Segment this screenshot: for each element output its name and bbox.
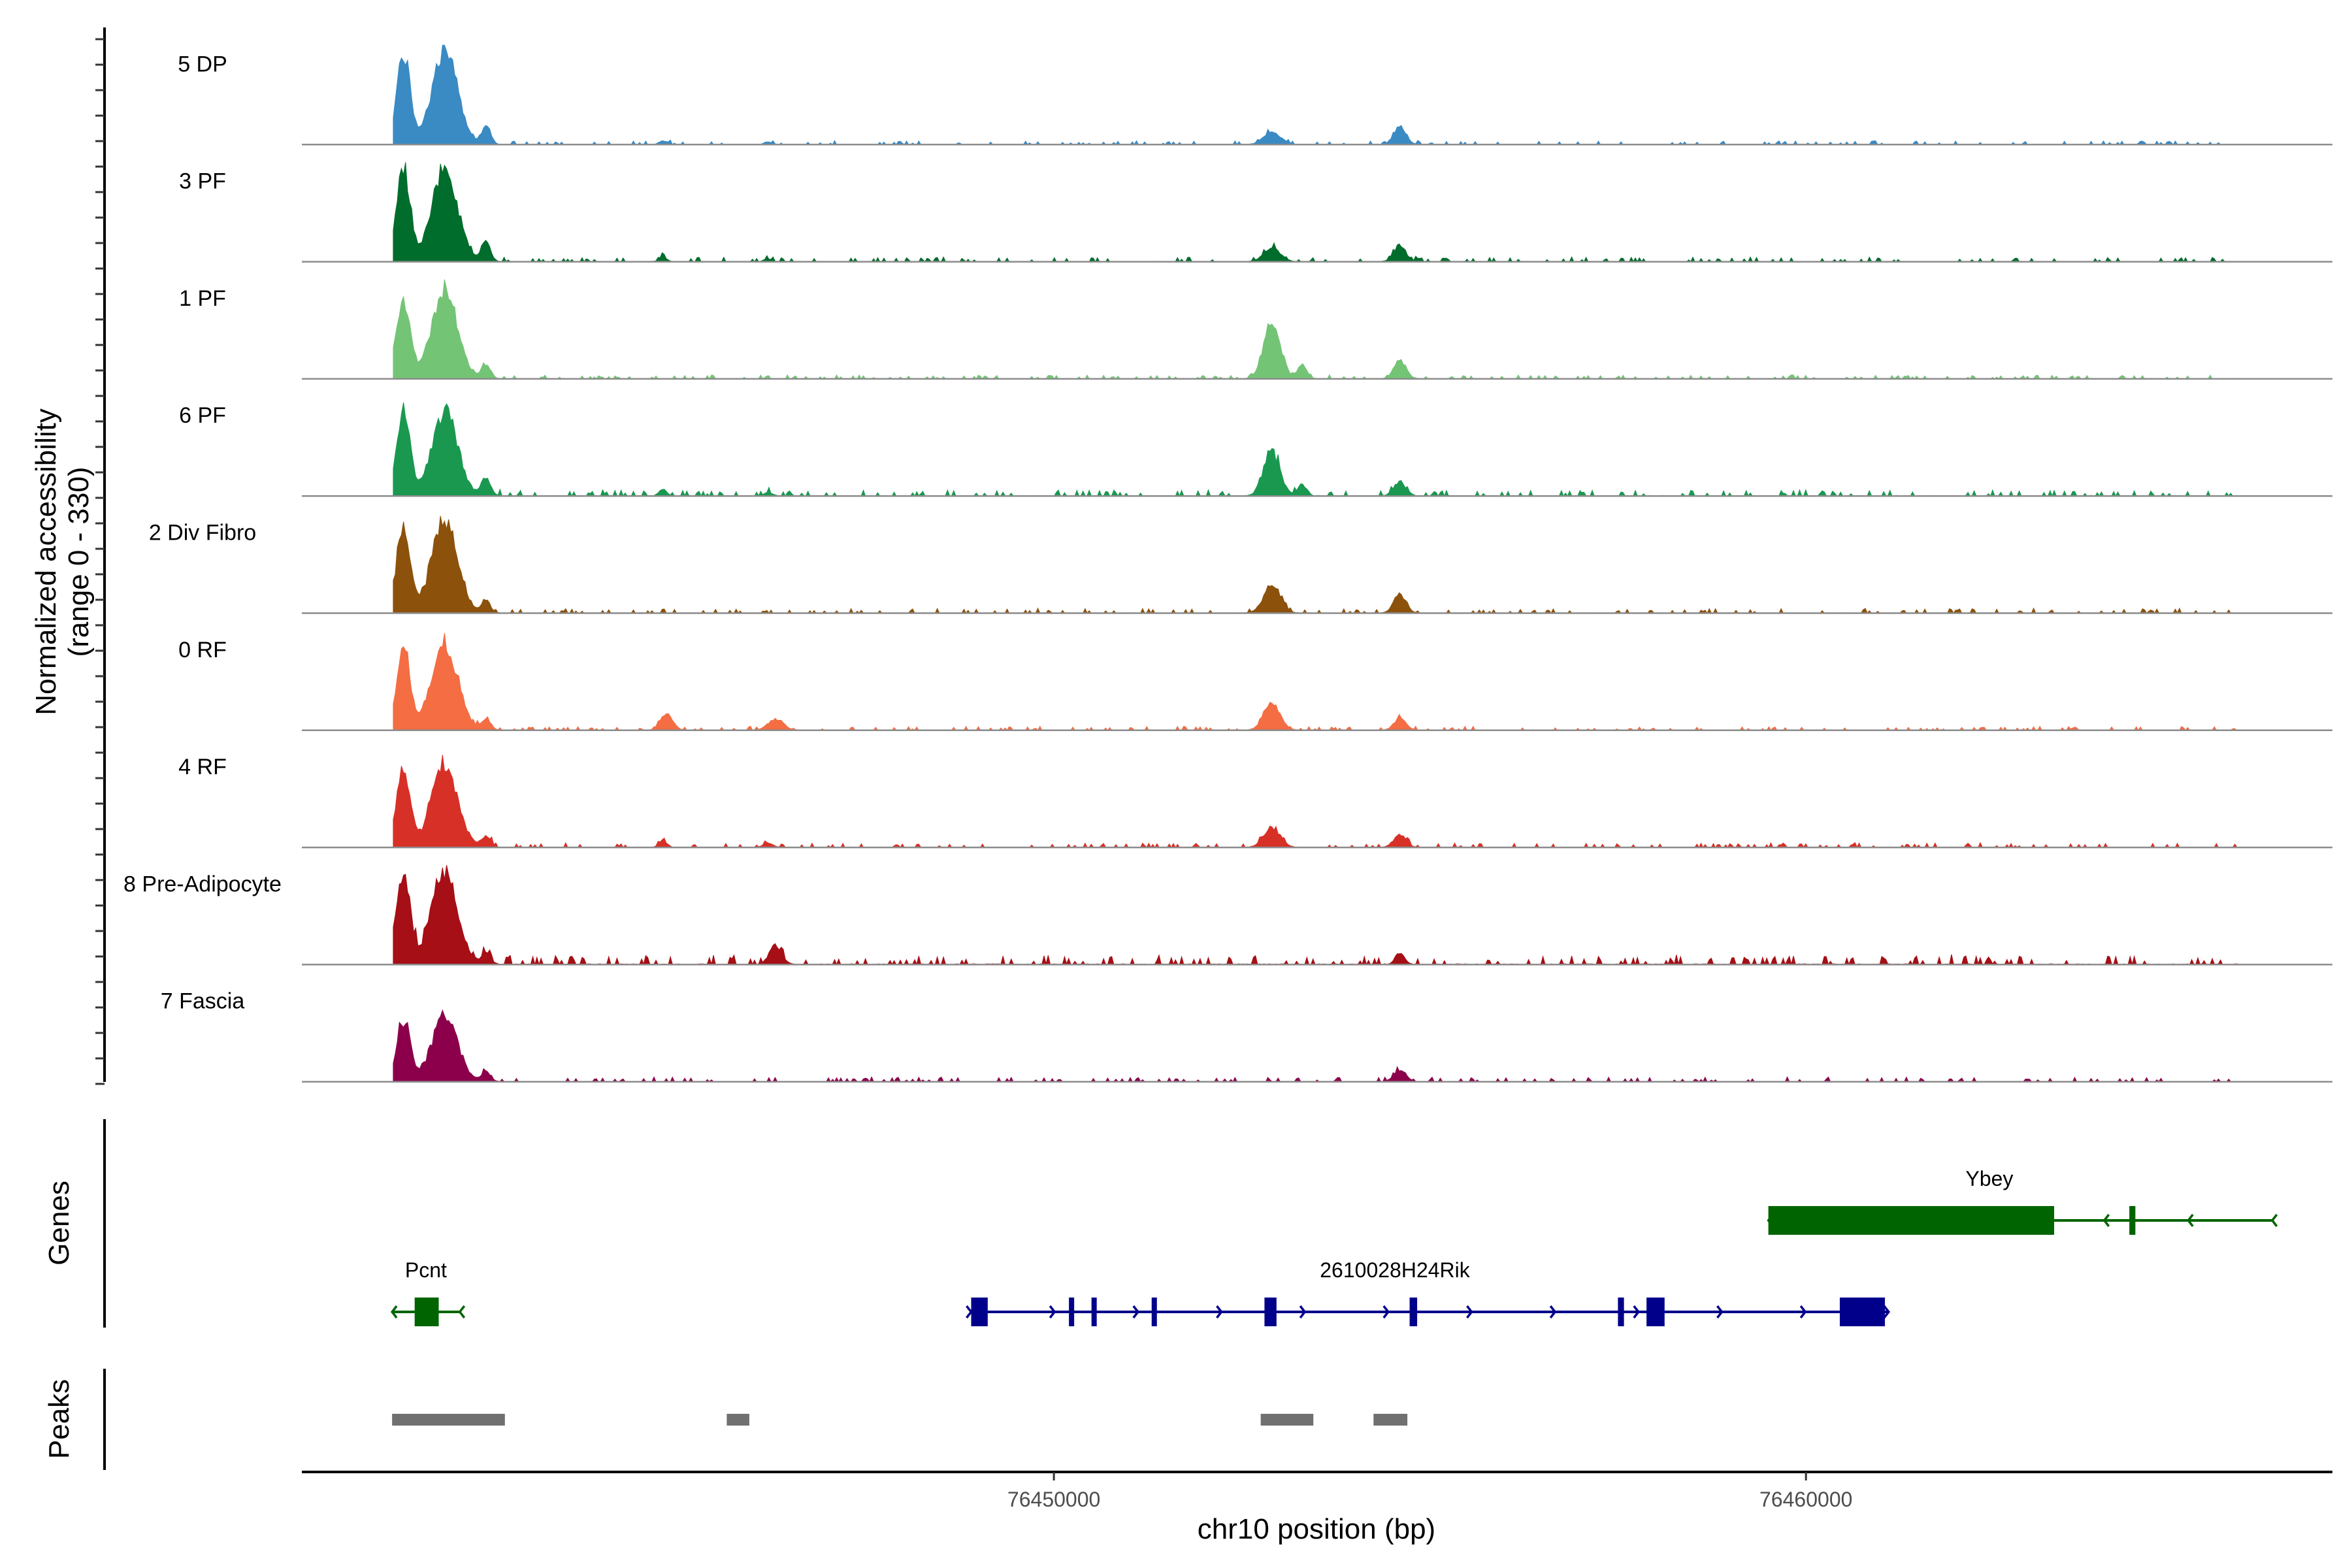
- strand-arrow: [1132, 1305, 1140, 1319]
- coverage-area: [393, 865, 2242, 966]
- strand-arrow: [1716, 1305, 1723, 1319]
- strand-arrow: [1883, 1305, 1891, 1319]
- strand-arrow: [1299, 1305, 1307, 1319]
- x-tick-label: 76450000: [1007, 1488, 1100, 1511]
- y-axis-title: Normalized accessibility (range 0 - 330): [30, 408, 95, 715]
- strand-arrow: [1466, 1305, 1473, 1319]
- track-8: 7 Fascia: [161, 989, 2332, 1083]
- gene-exon: [1091, 1298, 1097, 1326]
- track-label: 3 PF: [179, 169, 226, 194]
- track-label: 4 RF: [178, 755, 227, 779]
- gene-exon: [1151, 1298, 1157, 1326]
- gene-exon: [2129, 1206, 2136, 1235]
- track-0: 5 DP: [178, 44, 2332, 146]
- peak-region: [1260, 1414, 1314, 1426]
- x-ticks: 76450000 76460000: [1007, 1472, 1852, 1511]
- track-label: 7 Fascia: [161, 989, 245, 1014]
- genes-panel-label: Genes: [43, 1181, 75, 1266]
- strand-arrow: [1049, 1305, 1056, 1319]
- gene-exon: [1409, 1298, 1418, 1326]
- gene-exon: [1768, 1206, 2055, 1235]
- track-label: 0 RF: [178, 638, 227, 662]
- y-axis-range-label: (range 0 - 330): [63, 466, 95, 657]
- peaks-panel-label: Peaks: [43, 1379, 75, 1459]
- y-axis-label: Normalized accessibility: [30, 408, 62, 715]
- genes-panel: Genes Ybey Pcnt 2610028H24Rik: [43, 1119, 2278, 1328]
- track-7: 8 Pre-Adipocyte: [123, 865, 2332, 966]
- track-1: 3 PF: [179, 162, 2332, 263]
- track-2: 1 PF: [179, 279, 2332, 380]
- gene-exon: [1069, 1298, 1075, 1326]
- strand-arrow: [2102, 1213, 2110, 1228]
- gene-2610028H24Rik: 2610028H24Rik: [966, 1258, 1891, 1326]
- gene-exon: [1840, 1298, 1886, 1326]
- coverage-area: [393, 515, 2242, 614]
- gene-exon: [1264, 1298, 1277, 1326]
- peak-region: [1373, 1414, 1408, 1426]
- strand-arrow: [966, 1305, 973, 1319]
- gene-label: Ybey: [1966, 1167, 2014, 1190]
- gene-Ybey: Ybey: [1767, 1167, 2278, 1235]
- gene-exon: [1618, 1298, 1624, 1326]
- strand-arrow: [1549, 1305, 1557, 1319]
- peak-regions: [392, 1414, 1408, 1426]
- strand-arrow: [2270, 1213, 2278, 1228]
- strand-arrow: [2187, 1213, 2194, 1228]
- peak-region: [727, 1414, 749, 1426]
- track-label: 2 Div Fibro: [149, 521, 256, 546]
- gene-exon: [1646, 1298, 1665, 1326]
- strand-arrow: [1216, 1305, 1223, 1319]
- strand-arrow: [458, 1305, 466, 1319]
- coverage-area: [393, 279, 2242, 380]
- strand-arrow: [1799, 1305, 1807, 1319]
- track-label: 1 PF: [179, 286, 226, 311]
- gene-exon: [414, 1298, 439, 1326]
- coverage-area: [393, 44, 2242, 146]
- peak-region: [392, 1414, 505, 1426]
- gene-label: 2610028H24Rik: [1320, 1258, 1471, 1282]
- track-3: 6 PF: [179, 402, 2332, 497]
- track-label: 8 Pre-Adipocyte: [123, 872, 282, 896]
- x-tick-label: 76460000: [1759, 1488, 1852, 1511]
- strand-arrow: [1633, 1305, 1641, 1319]
- strand-arrow: [390, 1305, 398, 1319]
- x-axis-label: chr10 position (bp): [1198, 1513, 1435, 1545]
- x-axis: 76450000 76460000 chr10 position (bp): [302, 1471, 2332, 1545]
- track-5: 0 RF: [178, 633, 2332, 732]
- gene-exon: [971, 1298, 988, 1326]
- gene-label: Pcnt: [405, 1258, 447, 1282]
- track-label: 6 PF: [179, 403, 226, 428]
- strand-arrow: [1382, 1305, 1390, 1319]
- peaks-panel: Peaks: [43, 1369, 1408, 1470]
- coverage-tracks: 5 DP 3 PF 1 PF 6 PF 2 Div Fibro 0 RF 4 RF 8 Pre…: [95, 27, 2332, 1085]
- coverage-area: [393, 1009, 2242, 1083]
- coverage-area: [393, 633, 2242, 731]
- track-4: 2 Div Fibro: [149, 515, 2332, 614]
- coverage-area: [393, 162, 2242, 263]
- track-label: 5 DP: [178, 52, 227, 76]
- gene-Pcnt: Pcnt: [390, 1258, 466, 1326]
- track-6: 4 RF: [178, 755, 2332, 849]
- gene-models: Ybey Pcnt 2610028H24Rik: [390, 1167, 2278, 1326]
- coverage-area: [393, 755, 2242, 849]
- coverage-area: [393, 402, 2242, 497]
